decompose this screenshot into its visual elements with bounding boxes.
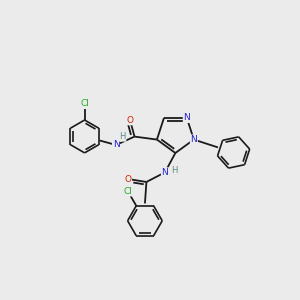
Text: N: N [183, 113, 190, 122]
Text: H: H [171, 167, 177, 176]
Text: O: O [127, 116, 134, 125]
Text: Cl: Cl [124, 187, 132, 196]
Text: N: N [190, 135, 197, 144]
Text: O: O [124, 175, 131, 184]
Text: N: N [162, 168, 168, 177]
Text: N: N [112, 140, 119, 149]
Text: Cl: Cl [80, 99, 89, 108]
Text: H: H [119, 132, 126, 141]
